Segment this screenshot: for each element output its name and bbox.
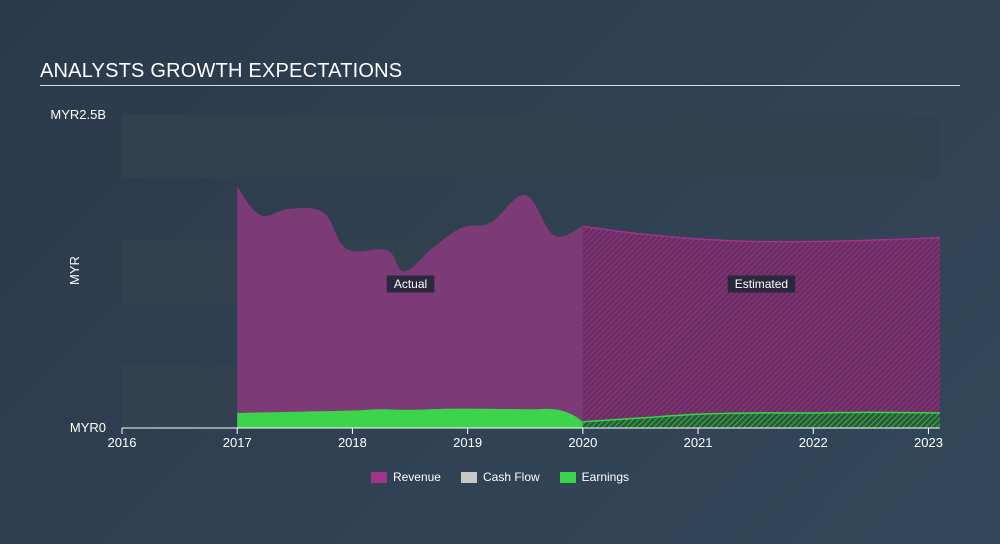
y-tick-label-max: MYR2.5B: [50, 107, 106, 122]
x-tick-label: 2021: [684, 435, 713, 450]
x-tick-label: 2018: [338, 435, 367, 450]
grid-band: [122, 115, 940, 178]
series-areas: [237, 186, 941, 428]
revenue-area-estimated: [582, 226, 940, 428]
x-tick-label: 2017: [223, 435, 252, 450]
estimated-label-bg: [727, 275, 796, 293]
x-tick-label: 2022: [799, 435, 828, 450]
legend-item-revenue[interactable]: Revenue: [370, 470, 441, 484]
legend-item-cash-flow[interactable]: Cash Flow: [460, 470, 540, 484]
actual-label-bg: [386, 275, 435, 293]
axes: 2016 2017 2018 2019 2020 2021 2022 2023 MYR2.5B M…: [50, 107, 943, 450]
legend-label: Revenue: [392, 470, 441, 484]
legend-label: Earnings: [581, 470, 630, 484]
revenue-area-actual: [237, 186, 583, 428]
legend-label: Cash Flow: [482, 470, 540, 484]
title-divider: [40, 85, 960, 86]
y-tick-label-min: MYR0: [70, 420, 106, 435]
estimated-label: Estimated: [735, 277, 788, 291]
x-tick-label: 2023: [914, 435, 943, 450]
legend: Revenue Cash Flow Earnings: [0, 470, 1000, 484]
x-tick-label: 2019: [453, 435, 482, 450]
region-labels: Actual Estimated: [386, 275, 796, 293]
y-axis-label: MYR: [67, 256, 82, 285]
x-tick-label: 2016: [108, 435, 137, 450]
chart-title: ANALYSTS GROWTH EXPECTATIONS: [40, 60, 403, 82]
legend-swatch: [460, 471, 477, 483]
earnings-area-actual: [237, 408, 583, 428]
legend-item-earnings[interactable]: Earnings: [559, 470, 630, 484]
legend-swatch: [559, 471, 576, 483]
x-tick-label: 2020: [568, 435, 597, 450]
legend-swatch: [370, 471, 387, 483]
actual-label: Actual: [394, 277, 427, 291]
earnings-line-estimated: [582, 411, 941, 423]
revenue-line-estimated: [582, 225, 941, 243]
